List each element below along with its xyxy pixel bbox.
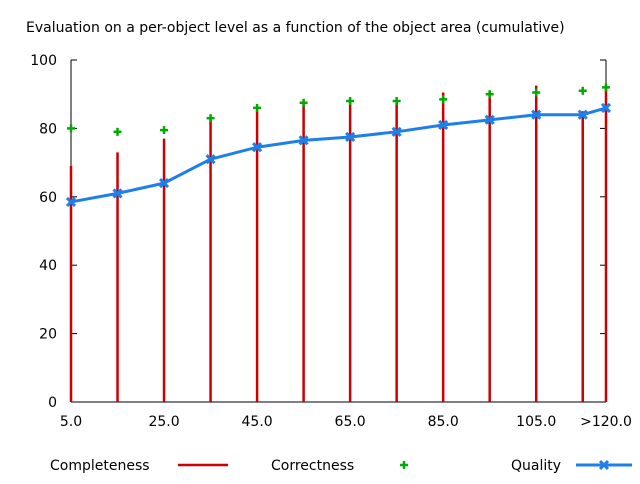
quality-point <box>345 131 356 143</box>
quality-marker-stroke <box>158 178 170 189</box>
quality-point <box>391 126 402 137</box>
tick-labels: 0 20 40 60 80 100 5.0 25.0 45.0 65.0 85.0 105.0 >120… <box>30 53 632 430</box>
y-tick-label: 100 <box>30 53 57 69</box>
quality-point <box>600 102 612 113</box>
quality-point <box>298 135 309 146</box>
quality-marker-stroke <box>205 154 216 165</box>
quality-marker-stroke <box>484 114 495 125</box>
y-tick-label: 60 <box>39 190 57 206</box>
correctness-point <box>578 86 587 95</box>
quality-point <box>438 119 449 131</box>
legend-swatch-correctness <box>400 461 408 469</box>
correctness-point <box>532 88 541 97</box>
x-tick-label: 65.0 <box>335 414 366 430</box>
x-tick-label: 25.0 <box>148 414 179 430</box>
quality-marker-stroke <box>391 126 402 137</box>
x-tick-label: 105.0 <box>516 414 556 430</box>
quality-marker-stroke <box>252 142 263 153</box>
correctness-point <box>67 124 75 133</box>
legend-label-correctness: Correctness <box>271 458 354 474</box>
quality-point <box>65 196 77 207</box>
series-layer <box>65 83 612 402</box>
quality-point <box>577 109 588 120</box>
y-tick-label: 0 <box>48 395 57 411</box>
correctness-point <box>253 103 262 112</box>
correctness-point <box>299 98 308 107</box>
legend-label-completeness: Completeness <box>50 458 150 474</box>
x-tick-label: 5.0 <box>60 414 82 430</box>
correctness-point <box>160 126 169 135</box>
legend-swatch-quality <box>576 459 632 471</box>
quality-line <box>70 106 607 204</box>
quality-point <box>252 142 263 153</box>
y-tick-label: 20 <box>39 327 57 343</box>
correctness-point <box>602 83 610 92</box>
legend: Completeness Correctness Quality <box>50 458 632 474</box>
quality-point <box>158 178 170 189</box>
x-tick-label: 85.0 <box>428 414 459 430</box>
quality-marker-stroke <box>598 459 610 471</box>
correctness-point <box>485 90 494 99</box>
legend-label-quality: Quality <box>511 458 561 474</box>
quality-point <box>205 154 216 165</box>
quality-point <box>484 114 495 125</box>
quality-marker-stroke <box>600 102 612 113</box>
quality-marker-stroke <box>438 119 449 131</box>
correctness-point <box>113 127 122 136</box>
correctness-point <box>206 114 215 123</box>
quality-marker-stroke <box>531 109 542 120</box>
quality-point <box>112 188 123 199</box>
quality-marker-stroke <box>577 109 588 120</box>
correctness-point <box>346 97 355 106</box>
axes <box>70 59 607 403</box>
quality-marker-stroke <box>65 196 77 207</box>
x-tick-label: 45.0 <box>242 414 273 430</box>
correctness-point <box>439 95 448 104</box>
y-tick-label: 40 <box>39 258 57 274</box>
quality-marker-stroke <box>298 135 309 146</box>
chart-title: Evaluation on a per-object level as a fu… <box>26 20 565 36</box>
quality-marker-stroke <box>112 188 123 199</box>
x-tick-label: >120.0 <box>580 414 632 430</box>
correctness-point <box>392 97 401 106</box>
quality-marker-stroke <box>345 131 356 143</box>
quality-point <box>531 109 542 120</box>
y-tick-label: 80 <box>39 121 57 137</box>
